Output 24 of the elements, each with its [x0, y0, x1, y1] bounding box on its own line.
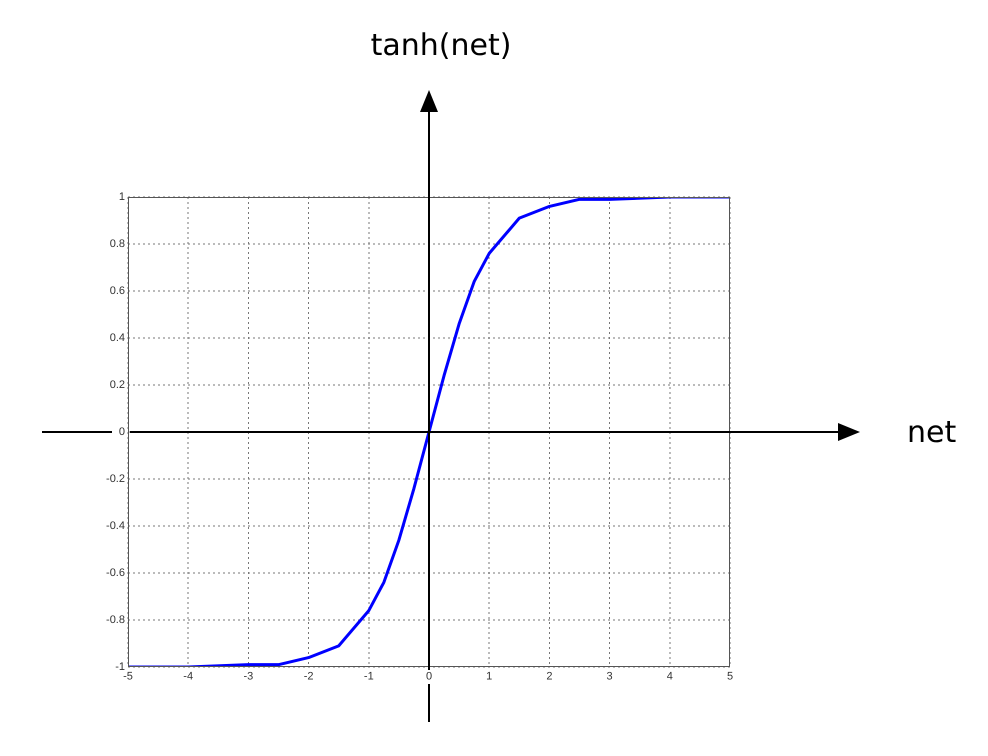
- x-tick-label: -4: [183, 670, 194, 683]
- y-tick-label: -0.8: [106, 614, 125, 626]
- x-tick-label: 2: [546, 670, 552, 683]
- y-axis-title: tanh(net): [370, 28, 512, 63]
- y-tick-label: 1: [118, 191, 125, 204]
- x-tick-label: -2: [304, 670, 314, 683]
- x-tick-label: 0: [426, 670, 432, 683]
- x-tick-label: -5: [123, 670, 133, 683]
- y-tick-label: 0.6: [110, 285, 125, 298]
- y-tick-label: 0: [118, 426, 125, 438]
- text: net: [907, 414, 956, 450]
- y-tick-label: 0.8: [110, 238, 125, 250]
- x-tick-label: 4: [666, 670, 673, 683]
- y-tick-label: -0.6: [106, 567, 125, 580]
- y-tick-label: -0.2: [106, 473, 125, 486]
- y-tick-label: -0.4: [106, 520, 125, 532]
- x-tick-label: 5: [726, 670, 734, 683]
- x-tick-label: -1: [364, 670, 374, 683]
- y-tick-label: 0.4: [110, 332, 125, 344]
- y-tick-label: -1: [115, 661, 125, 674]
- y-tick-label: 0.2: [110, 379, 125, 392]
- x-tick-label: -3: [244, 670, 254, 683]
- x-tick-label: 3: [606, 670, 613, 683]
- x-tick-label: 1: [486, 670, 492, 683]
